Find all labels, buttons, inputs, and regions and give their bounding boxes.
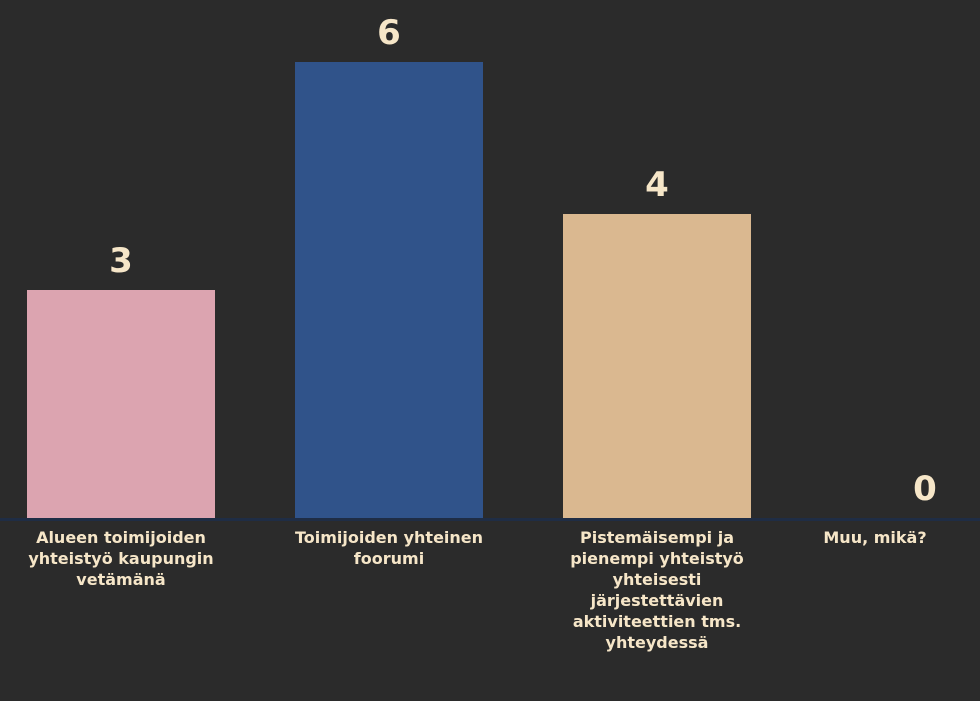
bar-3 <box>563 214 751 518</box>
data-label-1: 3 <box>109 241 133 281</box>
category-label-1: Alueen toimijoiden yhteistyö kaupungin v… <box>28 528 214 589</box>
bar-2 <box>295 62 483 518</box>
data-label-2: 6 <box>377 13 401 53</box>
data-label-3: 4 <box>645 165 669 205</box>
x-axis-line <box>0 518 980 521</box>
bar-1 <box>27 290 215 518</box>
category-label-4: Muu, mikä? <box>823 528 927 547</box>
data-label-4: 0 <box>913 469 937 509</box>
category-label-3: Pistemäisempi ja pienempi yhteistyö yhte… <box>570 528 744 652</box>
category-label-2: Toimijoiden yhteinen foorumi <box>294 528 484 568</box>
